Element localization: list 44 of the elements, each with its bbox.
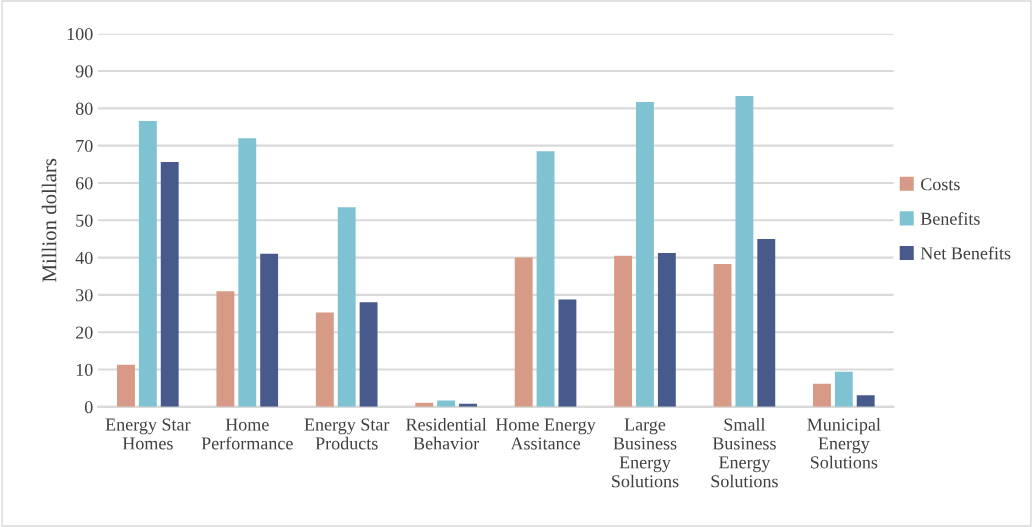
y-tick-label: 40 [75,251,93,265]
bar [337,207,356,407]
y-tick-label: 0 [84,401,93,414]
bar [315,312,334,407]
y-tick-label: 100 [67,27,93,41]
legend-label: Net Benefits [920,246,1011,260]
bar [757,238,776,407]
bar [834,371,853,407]
bar [138,121,157,407]
legend-label: Benefits [920,211,980,225]
y-tick-label: 20 [76,326,93,339]
legend-label: Costs [921,178,960,191]
y-tick-label: 30 [76,289,93,302]
y-tick-label: 90 [75,65,93,78]
x-tick-label: Municipal Energy Solutions [807,417,881,469]
y-tick-label: 80 [75,102,93,115]
x-tick-label: Residential Behavior [406,417,487,450]
x-tick-label: Small Business Energy Solutions [711,417,778,488]
bar [636,102,654,407]
bar [238,138,257,407]
bar [735,96,754,407]
x-tick-label: Energy Star Products [304,418,390,450]
y-tick-label: 70 [76,139,93,153]
bar [160,162,179,407]
bar [813,383,831,407]
y-tick-label: 60 [75,177,93,190]
bar [713,263,732,407]
bar [216,291,235,407]
x-tick-label: Home Performance [201,418,293,450]
x-tick-label: Energy Star Homes [105,418,191,450]
x-tick-label: Home Energy Assitance [495,418,596,450]
bar [657,253,676,407]
bar [856,395,875,407]
bar [117,364,135,407]
bar [558,299,577,407]
bar [359,302,378,407]
bar [614,255,633,407]
bar [260,253,279,407]
y-tick-label: 10 [76,363,93,376]
y-tick-label: 50 [76,214,93,227]
bar [536,151,555,407]
y-axis-title: Million dollars [41,158,57,282]
x-tick-label: Large Business Energy Solutions [612,418,679,488]
bar [514,257,533,407]
